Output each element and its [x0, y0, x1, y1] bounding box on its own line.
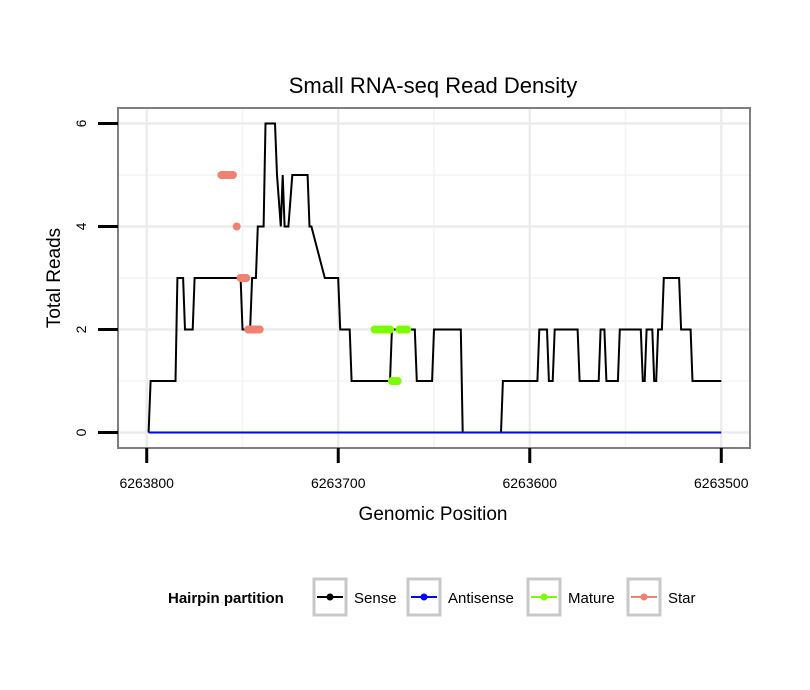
- legend-item-mature: Mature: [526, 577, 615, 617]
- y-tick-label: 0: [73, 428, 89, 436]
- x-axis-label: Genomic Position: [359, 504, 508, 525]
- y-tick-label: 6: [73, 119, 89, 127]
- legend-label-antisense: Antisense: [448, 590, 514, 607]
- y-tick-label: 2: [73, 325, 89, 333]
- legend: Hairpin partition Sense Antisense Mature…: [168, 577, 696, 617]
- x-tick-label: 6263500: [694, 475, 749, 491]
- data-point-mature: [386, 325, 394, 334]
- legend-title: Hairpin partition: [168, 590, 284, 607]
- legend-key-dot-star: [640, 593, 648, 601]
- legend-key-dot-sense: [326, 593, 334, 601]
- grid: [118, 108, 750, 448]
- data-point-star: [242, 274, 251, 282]
- legend-item-star: Star: [626, 577, 696, 617]
- series-layer: [147, 122, 722, 434]
- data-point-mature: [393, 377, 402, 385]
- legend-key-dot-mature: [540, 593, 548, 601]
- data-point-star: [228, 171, 237, 179]
- legend-item-antisense: Antisense: [406, 577, 514, 617]
- panel-border: [117, 107, 751, 449]
- data-point-star: [232, 222, 241, 231]
- data-point-star: [255, 325, 264, 334]
- y-axis: 0 2 4 6: [73, 119, 118, 436]
- legend-item-sense: Sense: [312, 577, 397, 617]
- legend-label-mature: Mature: [568, 590, 615, 607]
- x-tick-label: 6263600: [502, 475, 557, 491]
- x-axis: 6263800 6263700 6263600 6263500: [119, 448, 749, 491]
- data-point-mature: [403, 325, 412, 334]
- y-axis-label: Total Reads: [44, 228, 65, 328]
- legend-label-sense: Sense: [354, 590, 397, 607]
- x-tick-label: 6263800: [119, 475, 174, 491]
- y-tick-label: 4: [73, 222, 89, 230]
- legend-label-star: Star: [668, 590, 696, 607]
- legend-key-dot-antisense: [420, 593, 428, 601]
- chart-title: Small RNA-seq Read Density: [289, 73, 578, 98]
- x-tick-label: 6263700: [311, 475, 366, 491]
